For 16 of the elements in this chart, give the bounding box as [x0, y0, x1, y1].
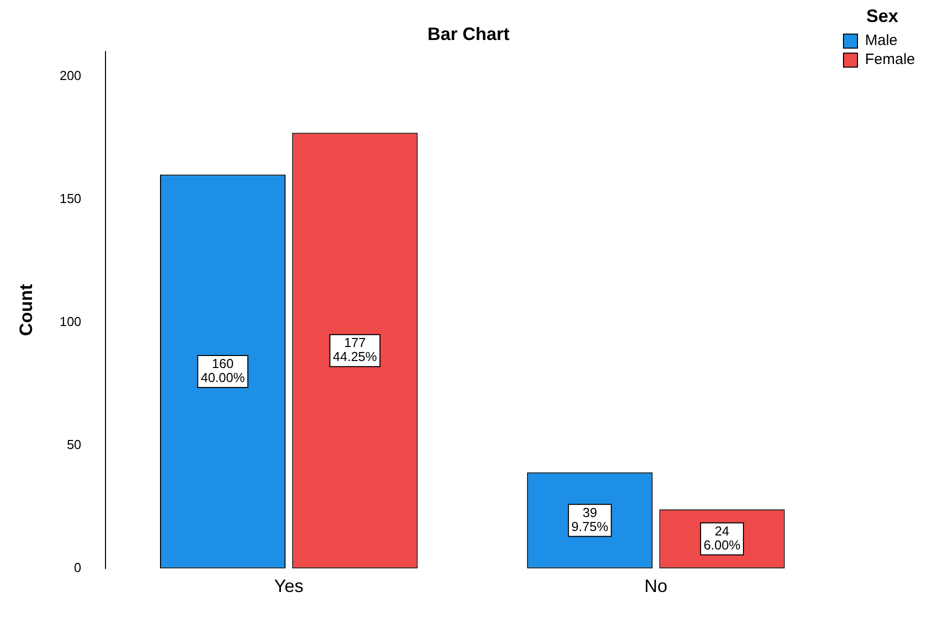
x-tick-label: Yes: [274, 576, 304, 596]
legend-label: Female: [864, 51, 916, 68]
y-axis-title: Count: [16, 284, 36, 336]
x-tick-label: No: [644, 576, 668, 596]
y-tick-label: 100: [60, 314, 82, 329]
data-label: 24 6.00%: [704, 523, 741, 552]
data-label: 39 9.75%: [571, 504, 609, 534]
y-tick-label: 0: [74, 560, 82, 575]
y-tick-label: 150: [60, 190, 82, 206]
y-tick-label: 200: [60, 68, 82, 83]
chart-title: Bar Chart: [427, 24, 510, 44]
data-label: 160 40.00%: [200, 356, 246, 386]
y-tick-label: 50: [66, 436, 82, 452]
data-label: 177 44.25%: [332, 335, 378, 364]
legend-label: Male: [864, 32, 898, 50]
legend-title: Sex: [866, 6, 898, 26]
